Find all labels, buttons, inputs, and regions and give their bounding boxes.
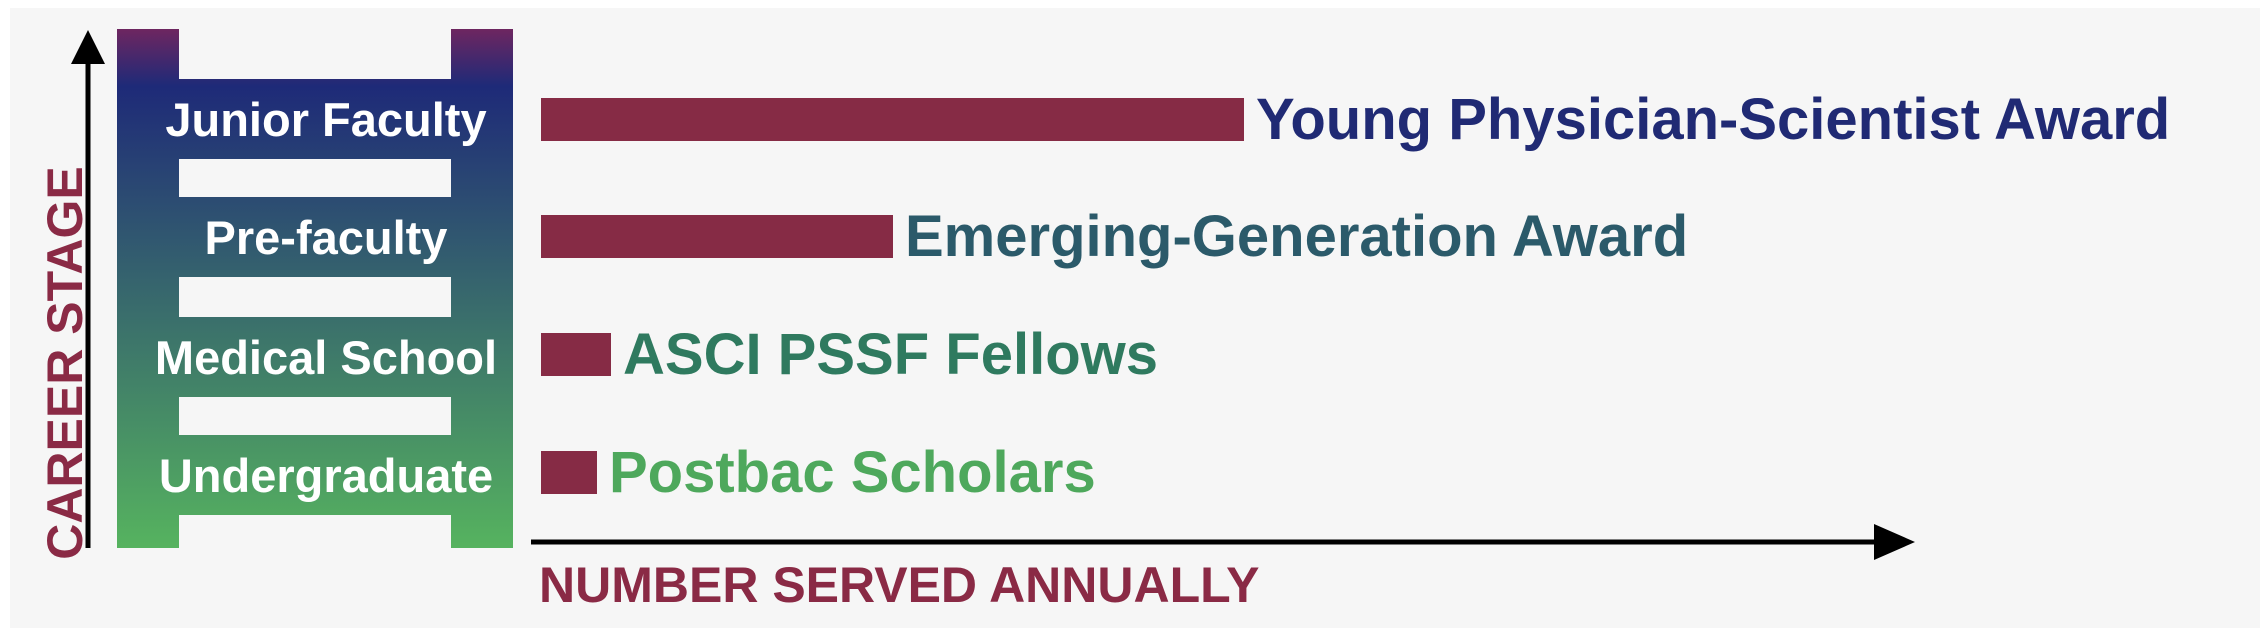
ladder-graphic — [71, 29, 1915, 560]
program-label: Emerging-Generation Award — [905, 203, 1689, 269]
ladder-rung-label: Undergraduate — [158, 448, 494, 502]
program-label: ASCI PSSF Fellows — [623, 321, 1158, 387]
y-axis-title: CAREER STAGE — [37, 166, 93, 560]
program-label: Postbac Scholars — [609, 439, 1096, 505]
ladder-rung-label: Junior Faculty — [165, 92, 487, 146]
career-ladder-diagram: Junior Faculty Pre-faculty Medical School U… — [10, 8, 2260, 628]
program-bar — [541, 98, 1244, 141]
program-bar — [541, 215, 893, 258]
y-axis-arrow — [71, 30, 105, 548]
ladder-rung-label: Medical School — [154, 330, 498, 384]
x-axis-title: NUMBER SERVED ANNUALLY — [539, 557, 1260, 613]
x-axis-arrow — [531, 524, 1915, 560]
program-label: Young Physician-Scientist Award — [1256, 86, 2171, 152]
program-bar — [541, 333, 611, 376]
ladder-rung-label: Pre-faculty — [204, 210, 448, 264]
program-bar — [541, 451, 597, 494]
